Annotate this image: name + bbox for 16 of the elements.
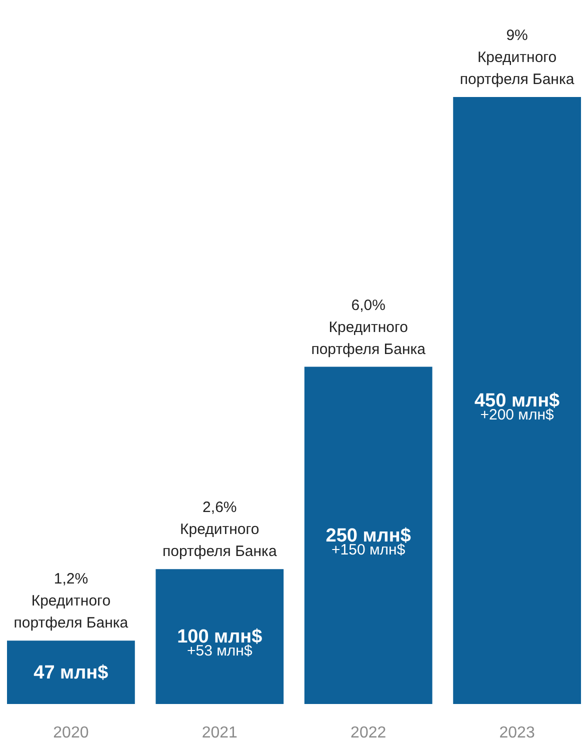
text: 250 млн$ +150 млн$ bbox=[326, 525, 411, 558]
annotation: 1,2% Кредитного портфеля Банка bbox=[14, 570, 129, 632]
x-tick-label: 2023 bbox=[499, 724, 535, 742]
annotation: 9% Кредитного портфеля Банка bbox=[460, 27, 575, 88]
annotation: 2,6% Кредитного портфеля Банка bbox=[162, 499, 278, 560]
bar bbox=[304, 366, 432, 704]
data-label: 47 млн$ bbox=[34, 662, 109, 684]
bar bbox=[453, 97, 581, 704]
annotation: 6,0% Кредитного портфеля Банка bbox=[311, 296, 426, 358]
bar bbox=[156, 569, 284, 704]
x-tick-label: 2021 bbox=[202, 724, 238, 742]
text: 100 млн$ +53 млн$ bbox=[177, 626, 262, 660]
x-tick-label: 2022 bbox=[350, 724, 386, 742]
x-tick-label: 2020 bbox=[53, 724, 89, 742]
bar bbox=[7, 640, 135, 704]
text: 450 млн$ +200 млн$ bbox=[474, 390, 560, 424]
